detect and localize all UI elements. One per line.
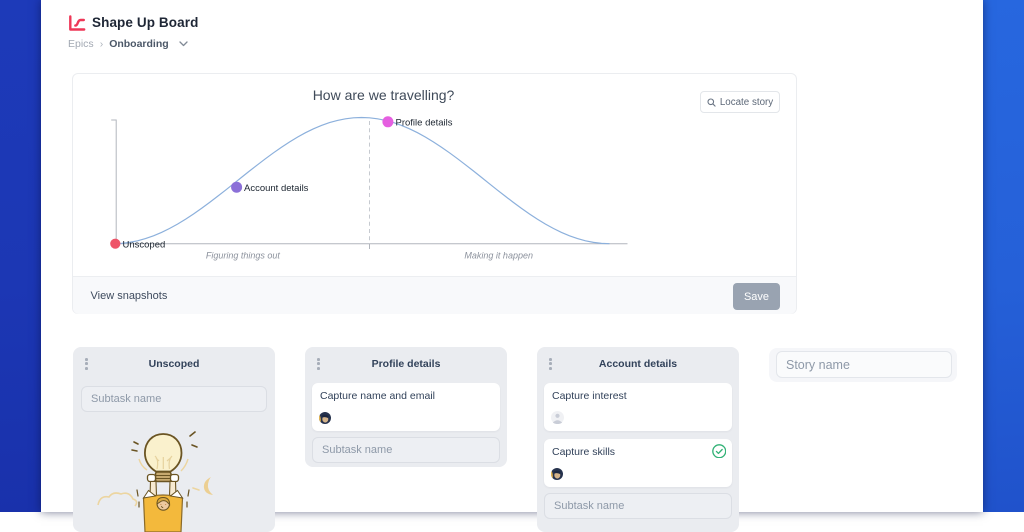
svg-text:Figuring things out: Figuring things out bbox=[206, 251, 281, 261]
svg-text:Unscoped: Unscoped bbox=[123, 239, 166, 250]
svg-text:Profile details: Profile details bbox=[396, 117, 453, 128]
svg-text:Making it happen: Making it happen bbox=[464, 251, 533, 261]
svg-text:Account details: Account details bbox=[244, 183, 309, 194]
